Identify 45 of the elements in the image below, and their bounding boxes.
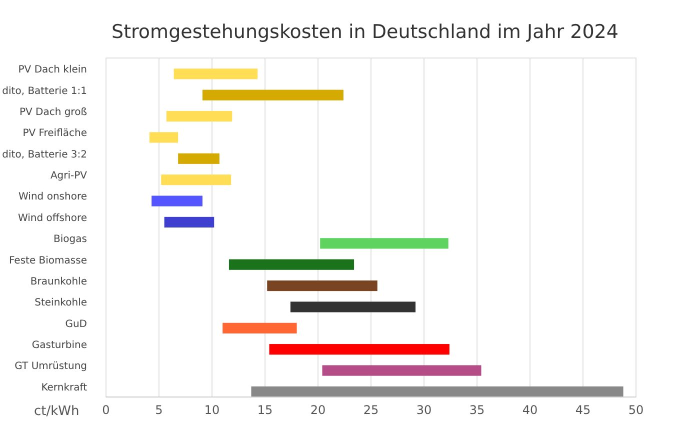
x-axis-title: ct/kWh [34,404,80,419]
bar [290,302,416,312]
bar [174,68,258,80]
x-tick-label: 0 [102,403,110,417]
bar [267,280,378,292]
bar [164,216,214,228]
y-tick-label: Gasturbine [32,340,87,352]
x-tick-label: 25 [363,403,379,417]
x-tick-label: 20 [310,403,326,417]
bar [269,344,450,355]
x-tick-label: 40 [522,403,538,417]
x-tick-label: 50 [628,403,644,417]
bar [202,90,344,100]
bar [178,153,220,164]
y-tick-label: Kernkraft [41,382,88,394]
x-tick-label: 30 [416,403,432,417]
bar [251,386,624,397]
bar [228,259,354,270]
y-tick-label: dito, Batterie 3:2 [2,149,87,160]
y-tick-label: dito, Batterie 1:1 [2,86,87,97]
y-tick-label: PV Freifläche [22,128,87,140]
y-tick-label: Biogas [54,234,87,246]
y-tick-label: PV Dach groß [19,106,87,118]
x-tick-label: 5 [155,403,163,417]
bar [320,238,448,249]
y-tick-label: Wind onshore [18,192,87,203]
x-tick-label: 15 [257,403,273,417]
y-tick-label: Wind offshore [18,212,87,224]
bar [322,365,482,376]
y-tick-label: Agri-PV [50,170,88,182]
bar [152,196,202,206]
x-tick-label: 10 [204,403,220,417]
x-tick-label: 35 [469,403,485,417]
bar [166,110,232,122]
bar [161,174,232,186]
y-tick-label: Steinkohle [34,298,87,309]
y-tick-label: PV Dach klein [18,64,87,76]
x-tick-label: 45 [575,403,591,417]
y-tick-label: GuD [65,318,88,330]
chart-title: Stromgestehungskosten in Deutschland im Jahr 2024 [112,21,618,43]
y-tick-label: Braunkohle [30,276,87,288]
bar [149,132,178,143]
y-tick-label: Feste Biomasse [8,255,87,266]
bar [222,322,297,334]
y-tick-label: GT Umrüstung [14,361,87,372]
